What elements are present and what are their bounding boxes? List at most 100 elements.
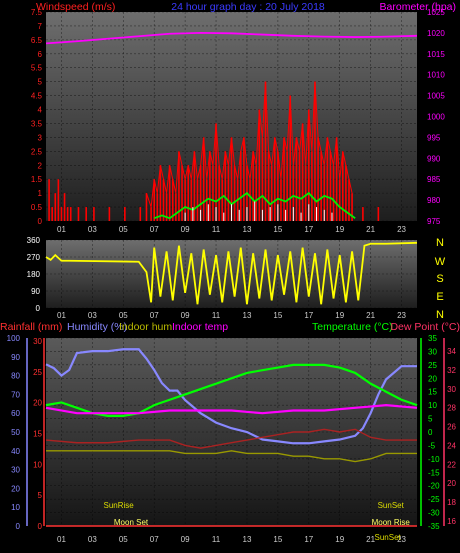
y-tick-label-barometer: 980 (427, 196, 441, 205)
y-tick-label-temperature: -35 (428, 522, 440, 531)
y-tick-label-windspeed: 5 (38, 78, 43, 87)
y-tick-label-humidity: 40 (11, 447, 20, 456)
y-tick-label-temperature: -30 (428, 509, 440, 518)
y-tick-label-barometer: 1025 (427, 8, 445, 17)
line-dew_point (45, 428, 417, 449)
y-tick-label-windspeed: 4 (38, 106, 43, 115)
compass-label: W (435, 256, 446, 268)
y-tick-label-temperature: -20 (428, 482, 440, 491)
x-tick-label: 07 (150, 311, 159, 320)
x-tick-label: 13 (243, 225, 252, 234)
y-tick-label-temperature: -25 (428, 495, 440, 504)
y-tick-label-barometer: 1005 (427, 92, 445, 101)
x-tick-label: 23 (397, 311, 406, 320)
y-tick-label-dewpoint: 16 (447, 517, 456, 526)
legend-indoor-hum: Indoor hum (119, 321, 172, 333)
legend-temperature: Temperature (°C) (312, 321, 393, 333)
y-tick-label-windspeed: 7 (38, 22, 43, 31)
line-humidity (45, 348, 417, 445)
annotation-label: SunSet (378, 501, 405, 510)
y-tick-label-windspeed: 7.5 (31, 8, 43, 17)
line-indoor_hum (46, 450, 417, 463)
y-tick-label-temperature: 5 (428, 415, 433, 424)
y-tick-label-humidity: 90 (11, 353, 20, 362)
x-tick-label: 17 (304, 535, 313, 544)
compass-label: E (436, 291, 443, 303)
y-tick-label-humidity: 30 (11, 466, 20, 475)
x-tick-label: 03 (88, 225, 97, 234)
x-tick-label: 03 (88, 535, 97, 544)
y-tick-label-windspeed: 4.5 (31, 92, 43, 101)
legend-humidity: Humidity (%) (67, 321, 127, 333)
y-tick-label-temperature: -15 (428, 468, 440, 477)
compass-label: N (436, 237, 444, 249)
x-tick-label: 21 (366, 225, 375, 234)
y-tick-label-windspeed: 3 (38, 133, 43, 142)
y-tick-label-humidity: 80 (11, 372, 20, 381)
x-tick-label: 05 (119, 535, 128, 544)
x-tick-label: 17 (304, 225, 313, 234)
x-tick-label: 01 (57, 311, 66, 320)
y-tick-label-barometer: 985 (427, 175, 441, 184)
x-tick-label: 05 (119, 311, 128, 320)
x-tick-label: 19 (335, 535, 344, 544)
y-tick-label-windspeed: 2 (38, 161, 43, 170)
line-direction (45, 241, 418, 305)
y-tick-label-dewpoint: 30 (447, 385, 456, 394)
y-tick-label-humidity: 60 (11, 409, 20, 418)
y-tick-label-dewpoint: 26 (447, 423, 456, 432)
y-tick-label-barometer: 1020 (427, 29, 445, 38)
x-tick-label: 11 (212, 311, 221, 320)
y-tick-label-direction: 180 (27, 270, 41, 279)
y-tick-label-windspeed: 5.5 (31, 64, 43, 73)
y-tick-label-rainfall: 15 (33, 430, 42, 439)
y-tick-label-temperature: 20 (428, 374, 437, 383)
y-tick-label-direction: 360 (27, 236, 41, 245)
y-tick-label-temperature: 0 (428, 428, 433, 437)
x-tick-label: 15 (273, 311, 282, 320)
legend-indoor-temp: Indoor temp (172, 321, 228, 333)
x-tick-label: 15 (273, 225, 282, 234)
x-tick-label: 09 (181, 311, 190, 320)
x-tick-label: 01 (57, 225, 66, 234)
y-axis-title-barometer: Barometer (hpa) (380, 1, 456, 13)
y-tick-label-temperature: 35 (428, 334, 437, 343)
x-tick-label: 05 (119, 225, 128, 234)
x-tick-label: 11 (212, 225, 221, 234)
y-tick-label-rainfall: 10 (33, 460, 42, 469)
y-tick-label-temperature: -5 (428, 441, 436, 450)
x-tick-label: 21 (366, 535, 375, 544)
y-tick-label-direction: 0 (36, 304, 41, 313)
x-tick-label: 23 (397, 225, 406, 234)
compass-label: S (436, 273, 443, 285)
x-tick-label: 21 (366, 311, 375, 320)
x-tick-label: 07 (150, 535, 159, 544)
x-tick-label: 03 (88, 311, 97, 320)
x-tick-label: 11 (212, 535, 221, 544)
y-tick-label-humidity: 10 (11, 503, 20, 512)
y-tick-label-temperature: 30 (428, 347, 437, 356)
y-tick-label-temperature: -10 (428, 455, 440, 464)
y-axis-title-windspeed: Windspeed (m/s) (36, 1, 115, 13)
chart-title: 24 hour graph day : 20 July 2018 (171, 1, 325, 13)
annotation-label: Moon Rise (372, 518, 411, 527)
x-tick-label: 19 (335, 311, 344, 320)
y-tick-label-dewpoint: 34 (447, 347, 456, 356)
y-tick-label-dewpoint: 32 (447, 366, 456, 375)
x-tick-label: 07 (150, 225, 159, 234)
x-tick-label: 01 (57, 535, 66, 544)
y-tick-label-windspeed: 0.5 (31, 203, 43, 212)
line-gust-outline (146, 81, 353, 208)
y-tick-label-windspeed: 3.5 (31, 119, 43, 128)
y-tick-label-humidity: 70 (11, 390, 20, 399)
annotation-label: Moon Set (114, 518, 149, 527)
x-tick-label: 09 (181, 535, 190, 544)
y-tick-label-temperature: 10 (428, 401, 437, 410)
y-tick-label-humidity: 20 (11, 484, 20, 493)
y-tick-label-windspeed: 6 (38, 50, 43, 59)
y-tick-label-humidity: 100 (7, 334, 21, 343)
y-tick-label-direction: 90 (31, 287, 40, 296)
y-tick-label-windspeed: 6.5 (31, 36, 43, 45)
y-tick-label-barometer: 990 (427, 154, 441, 163)
